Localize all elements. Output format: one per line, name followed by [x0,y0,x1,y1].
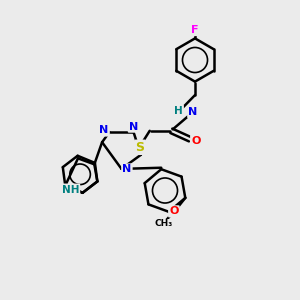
Text: O: O [191,136,201,146]
Text: O: O [169,206,178,216]
Text: N: N [100,125,109,136]
Text: NH: NH [62,184,79,195]
Text: CH₃: CH₃ [154,220,172,229]
Text: N: N [188,107,197,117]
Text: N: N [122,164,131,175]
Text: H: H [174,106,183,116]
Text: N: N [129,122,138,132]
Text: S: S [136,141,145,154]
Text: F: F [191,25,199,35]
